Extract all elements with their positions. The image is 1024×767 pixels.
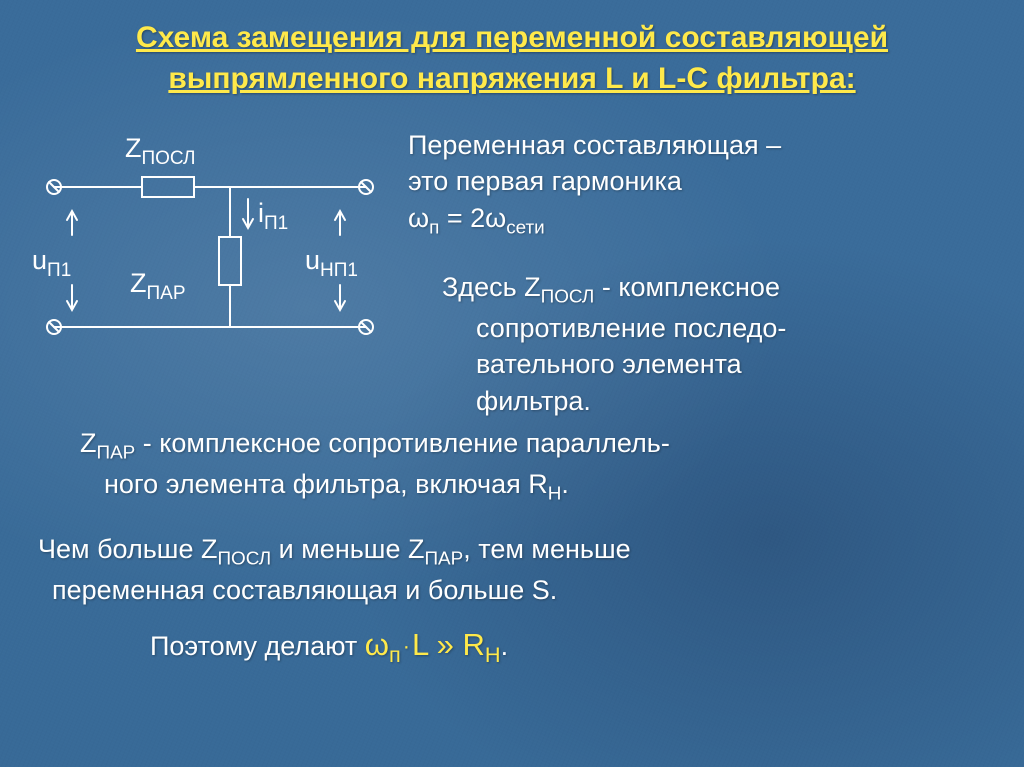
para-zposl-def: Здесь ZПОСЛ - комплексное сопротивление … xyxy=(442,269,994,419)
title-line2: выпрямленного напряжения L и L-C фильтра… xyxy=(168,62,855,95)
slide-title: Схема замещения для переменной составляю… xyxy=(30,18,994,99)
label-i-p1: iП1 xyxy=(258,198,288,234)
label-z-posl: ZПОСЛ xyxy=(125,133,196,169)
para-conclusion: Поэтому делают ωп·L » RН. xyxy=(150,624,994,669)
label-z-par: ZПАР xyxy=(130,268,186,304)
para-variable-component: Переменная составляющая – это первая гар… xyxy=(408,127,994,241)
para-relation: Чем больше ZПОСЛ и меньше ZПАР, тем мень… xyxy=(38,531,994,608)
para-zpar-def: ZПАР - комплексное сопротивление паралле… xyxy=(80,425,994,507)
circuit-diagram: ZПОСЛ ZПАР iП1 uП1 uНП1 xyxy=(30,127,390,357)
label-u-p1: uП1 xyxy=(32,245,71,281)
title-line1: Схема замещения для переменной составляю… xyxy=(136,21,888,54)
label-u-np1: uНП1 xyxy=(305,245,358,281)
